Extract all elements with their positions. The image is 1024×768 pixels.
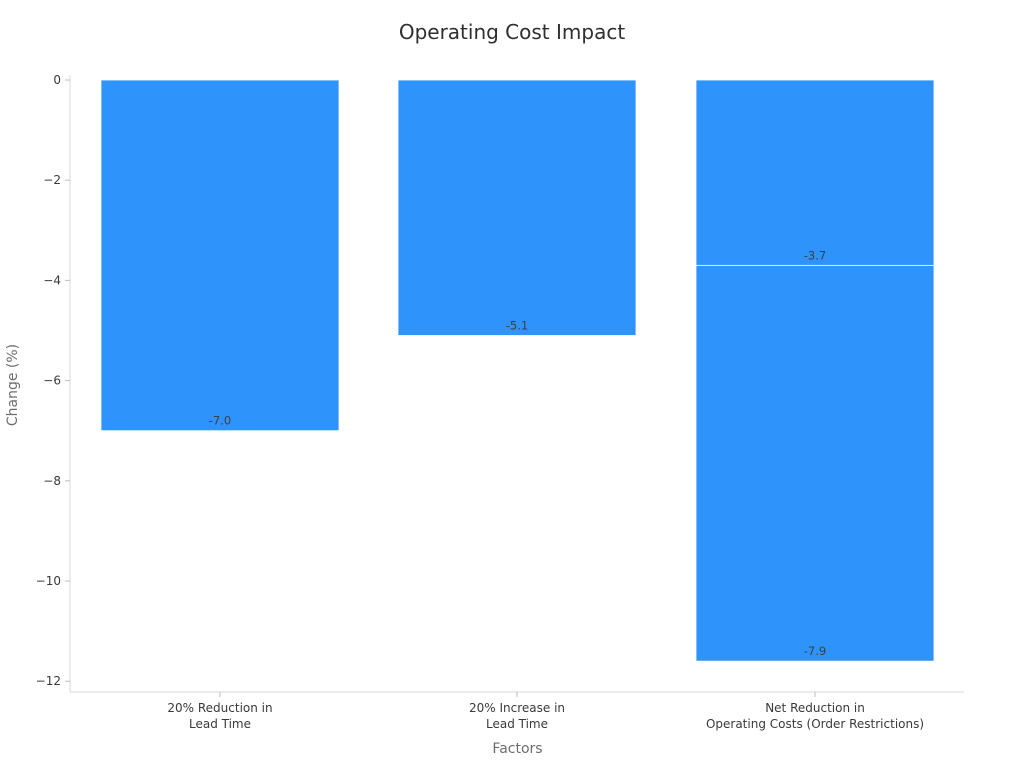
bar-value-label: -3.7	[804, 248, 826, 262]
y-tick-label: −2	[43, 173, 61, 187]
x-tick-label: Net Reduction in	[765, 701, 865, 715]
y-tick-label: −8	[43, 474, 61, 488]
bar-segment	[100, 79, 340, 432]
x-tick-label: 20% Reduction in	[167, 701, 272, 715]
x-tick-label: Operating Costs (Order Restrictions)	[706, 717, 924, 731]
bar-value-label: -5.1	[506, 319, 528, 333]
y-tick-label: 0	[53, 73, 61, 87]
bar-segment	[695, 264, 935, 662]
x-axis-label: Factors	[492, 741, 543, 757]
x-tick-label: Lead Time	[486, 717, 548, 731]
y-tick-label: −12	[36, 674, 61, 688]
bar-value-label: -7.0	[209, 414, 231, 428]
y-tick-label: −4	[43, 273, 61, 287]
chart-title: Operating Cost Impact	[398, 20, 626, 44]
bar-segment	[695, 79, 935, 266]
bar-value-label: -7.9	[804, 644, 826, 658]
y-tick-label: −10	[36, 574, 61, 588]
x-tick-label: Lead Time	[189, 717, 251, 731]
y-tick-label: −6	[43, 374, 61, 388]
x-tick-label: 20% Increase in	[469, 701, 565, 715]
bar-segment	[397, 79, 637, 336]
